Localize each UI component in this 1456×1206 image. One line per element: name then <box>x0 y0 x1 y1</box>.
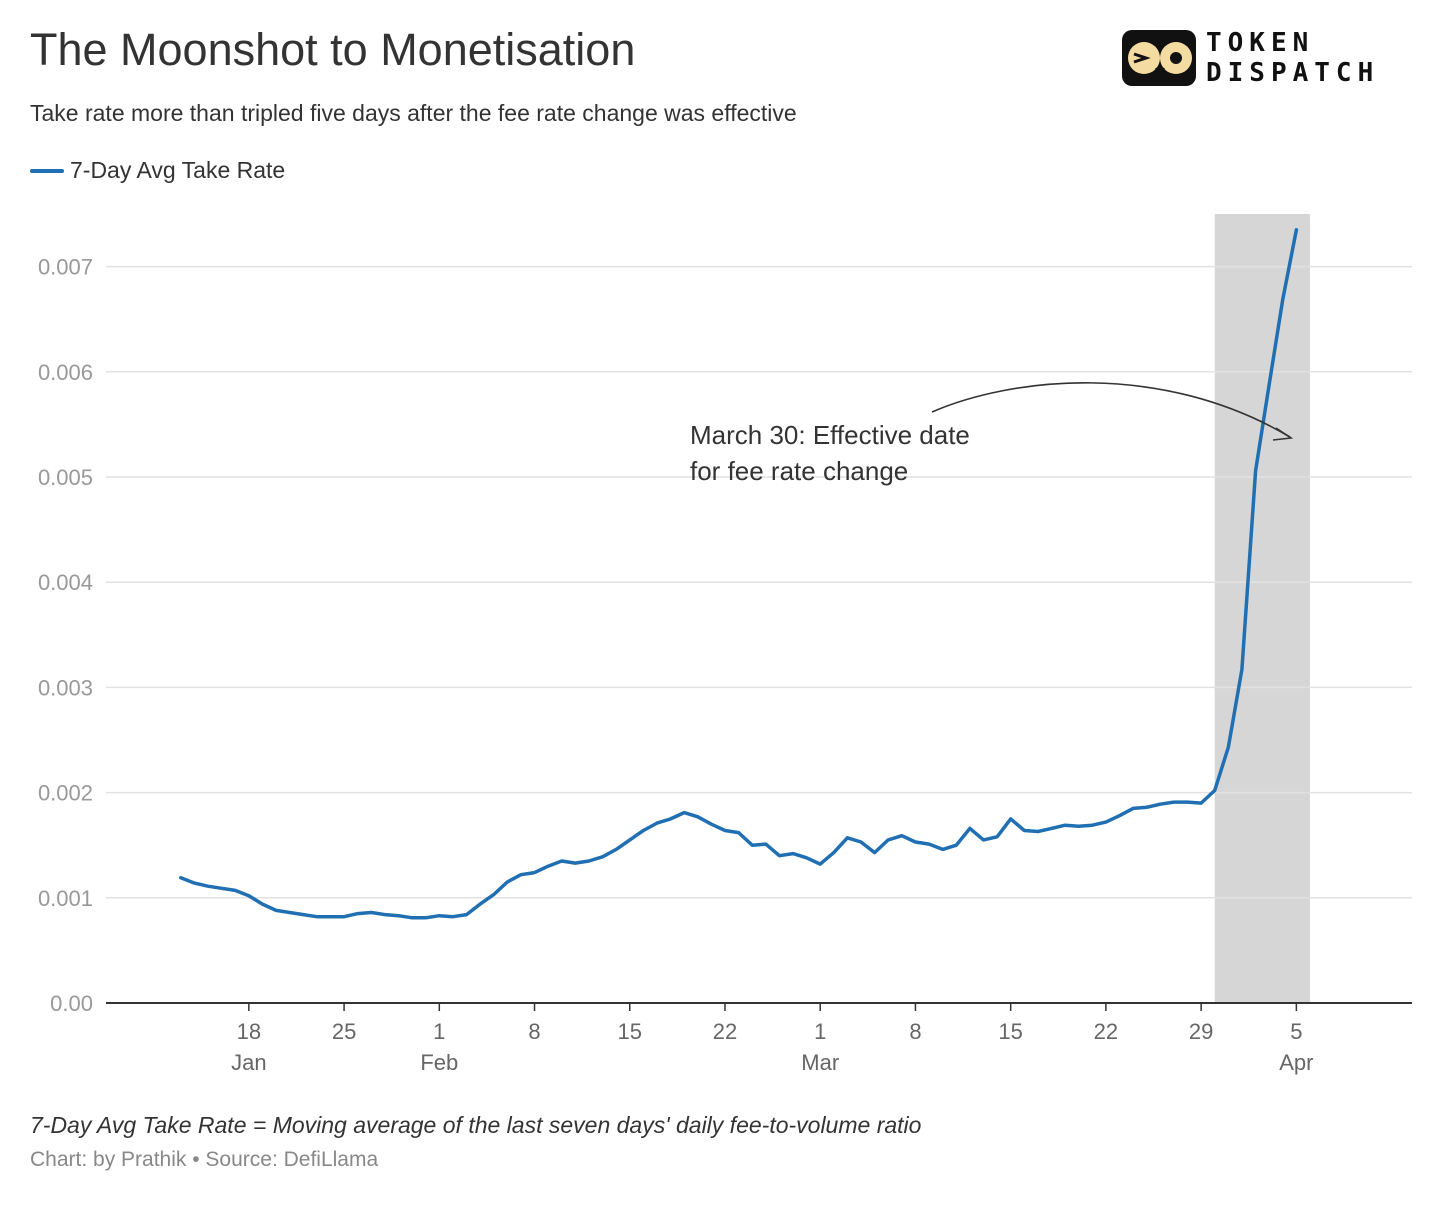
chart-title: The Moonshot to Monetisation <box>30 24 636 75</box>
x-tick-month-label: Apr <box>1279 1050 1313 1075</box>
token-dispatch-logo: TOKEN DISPATCH <box>1122 28 1379 88</box>
logo-word-dispatch: DISPATCH <box>1206 58 1380 88</box>
x-tick-label: 18 <box>237 1019 261 1044</box>
x-tick-label: 29 <box>1189 1019 1213 1044</box>
legend-label: 7-Day Avg Take Rate <box>70 157 286 183</box>
chart-legend: 7-Day Avg Take Rate <box>30 157 285 184</box>
x-tick-label: 25 <box>332 1019 356 1044</box>
y-tick-label: 0.00 <box>50 991 93 1016</box>
logo-word-token: TOKEN <box>1206 28 1315 58</box>
y-tick-label: 0.002 <box>38 781 93 806</box>
y-tick-label: 0.007 <box>38 255 93 280</box>
x-tick-label: 8 <box>528 1019 540 1044</box>
y-tick-label: 0.004 <box>38 570 93 595</box>
legend-swatch <box>30 168 64 173</box>
x-tick-label: 15 <box>618 1019 642 1044</box>
x-tick-label: 8 <box>909 1019 921 1044</box>
x-tick-label: 22 <box>1094 1019 1118 1044</box>
x-tick-label: 5 <box>1290 1019 1302 1044</box>
logo-wordmark: TOKEN DISPATCH <box>1206 28 1379 88</box>
annotation-line-2: for fee rate change <box>690 456 908 486</box>
x-tick-month-label: Jan <box>231 1050 266 1075</box>
x-tick-label: 15 <box>998 1019 1022 1044</box>
series-line-take-rate <box>179 228 1299 920</box>
x-tick-label: 1 <box>814 1019 826 1044</box>
y-tick-label: 0.005 <box>38 465 93 490</box>
y-tick-label: 0.003 <box>38 675 93 700</box>
y-tick-label: 0.006 <box>38 360 93 385</box>
annotation-arrowhead <box>1272 427 1294 441</box>
x-tick-label: 22 <box>713 1019 737 1044</box>
y-tick-label: 0.001 <box>38 886 93 911</box>
chart-footnote: 7-Day Avg Take Rate = Moving average of … <box>30 1112 922 1138</box>
chart-subtitle: Take rate more than tripled five days af… <box>30 100 797 126</box>
chart-credit: Chart: by Prathik • Source: DefiLlama <box>30 1148 379 1171</box>
annotation-line-1: March 30: Effective date <box>690 420 970 450</box>
goggles-logo-icon <box>1122 30 1196 86</box>
fee-change-highlight-band <box>1214 214 1310 1003</box>
annotation-arrow <box>931 382 1291 438</box>
x-tick-month-label: Feb <box>420 1050 458 1075</box>
x-tick-label: 1 <box>433 1019 445 1044</box>
x-tick-month-label: Mar <box>801 1050 839 1075</box>
